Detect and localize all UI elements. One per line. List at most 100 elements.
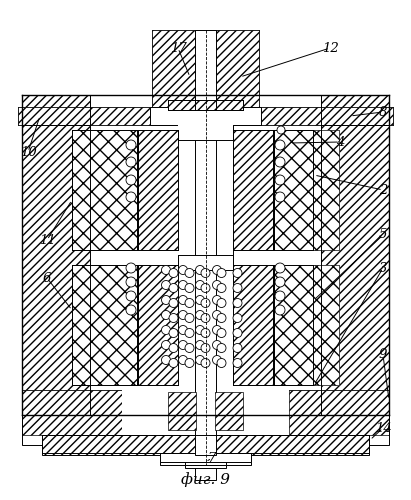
Text: 11: 11 <box>39 234 55 246</box>
Bar <box>168 100 243 110</box>
Circle shape <box>126 192 136 202</box>
Text: фиг. 9: фиг. 9 <box>180 472 229 488</box>
Bar <box>168 392 196 432</box>
Circle shape <box>275 192 285 202</box>
Bar <box>219 390 389 445</box>
Bar <box>274 265 339 385</box>
Bar <box>185 453 226 465</box>
Circle shape <box>233 358 242 368</box>
Bar <box>178 255 233 270</box>
Circle shape <box>233 298 242 308</box>
Bar <box>216 30 259 107</box>
Circle shape <box>126 157 136 167</box>
Bar <box>150 107 261 125</box>
Circle shape <box>178 310 187 320</box>
Circle shape <box>185 298 194 308</box>
Text: 17: 17 <box>170 42 186 54</box>
Circle shape <box>178 356 187 364</box>
Circle shape <box>196 296 205 304</box>
Text: 5: 5 <box>379 228 387 241</box>
Text: 14: 14 <box>374 422 391 434</box>
Circle shape <box>196 310 205 320</box>
Circle shape <box>196 280 205 289</box>
Circle shape <box>201 314 210 322</box>
Circle shape <box>169 284 178 292</box>
Circle shape <box>277 126 285 134</box>
Circle shape <box>196 356 205 364</box>
Circle shape <box>201 344 210 352</box>
Text: 10: 10 <box>20 146 37 158</box>
Circle shape <box>275 263 285 273</box>
Bar <box>42 435 369 453</box>
Circle shape <box>212 310 222 320</box>
Bar <box>178 140 233 255</box>
Bar <box>168 100 243 110</box>
Circle shape <box>185 268 194 278</box>
Circle shape <box>126 140 136 150</box>
Circle shape <box>201 268 210 278</box>
Bar <box>178 125 233 140</box>
Circle shape <box>162 280 171 289</box>
Circle shape <box>169 344 178 352</box>
Circle shape <box>217 284 226 292</box>
Circle shape <box>196 266 205 274</box>
Bar <box>72 265 137 385</box>
Bar <box>72 130 137 250</box>
Bar <box>178 125 233 140</box>
Text: 9: 9 <box>379 348 387 362</box>
Bar <box>195 30 216 107</box>
Bar <box>274 265 339 385</box>
Circle shape <box>178 296 187 304</box>
Bar <box>215 392 243 432</box>
Circle shape <box>162 356 171 364</box>
Circle shape <box>217 298 226 308</box>
Circle shape <box>275 291 285 301</box>
Bar <box>42 435 369 455</box>
Circle shape <box>212 340 222 349</box>
Bar <box>195 30 216 107</box>
Bar <box>233 265 273 385</box>
Bar <box>274 130 339 250</box>
Bar <box>122 390 289 435</box>
Circle shape <box>169 298 178 308</box>
Text: 7: 7 <box>208 452 216 464</box>
Circle shape <box>217 268 226 278</box>
Bar <box>18 107 393 125</box>
Circle shape <box>201 284 210 292</box>
Bar <box>215 392 243 430</box>
Circle shape <box>162 310 171 320</box>
Bar <box>274 130 339 250</box>
Bar <box>22 95 90 415</box>
Circle shape <box>212 326 222 334</box>
Bar <box>138 130 178 250</box>
Circle shape <box>185 284 194 292</box>
Bar <box>22 390 122 435</box>
Circle shape <box>178 266 187 274</box>
Circle shape <box>233 284 242 292</box>
Circle shape <box>196 326 205 334</box>
Circle shape <box>178 340 187 349</box>
Circle shape <box>126 277 136 287</box>
Circle shape <box>201 298 210 308</box>
Circle shape <box>126 263 136 273</box>
Bar <box>90 107 311 125</box>
Circle shape <box>275 175 285 185</box>
Circle shape <box>126 305 136 315</box>
Circle shape <box>178 280 187 289</box>
Bar <box>233 130 273 250</box>
Circle shape <box>126 175 136 185</box>
Circle shape <box>162 340 171 349</box>
Text: 6: 6 <box>43 272 51 284</box>
Bar <box>152 30 195 107</box>
Bar <box>22 390 192 445</box>
Bar <box>138 265 178 385</box>
Circle shape <box>169 358 178 368</box>
Circle shape <box>178 326 187 334</box>
Text: 2: 2 <box>379 184 387 196</box>
Bar <box>321 390 389 420</box>
Bar <box>195 125 216 455</box>
Bar <box>22 390 90 420</box>
Circle shape <box>233 314 242 322</box>
Circle shape <box>217 328 226 338</box>
Circle shape <box>169 314 178 322</box>
